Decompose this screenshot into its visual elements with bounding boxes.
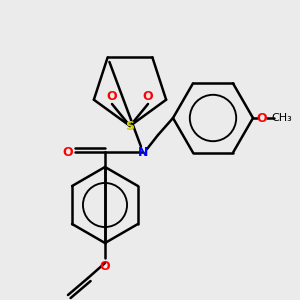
Text: S: S — [125, 119, 134, 133]
Text: O: O — [257, 112, 267, 124]
Text: N: N — [138, 146, 148, 158]
Text: O: O — [143, 91, 153, 103]
Text: CH₃: CH₃ — [272, 113, 292, 123]
Text: O: O — [63, 146, 73, 158]
Text: O: O — [107, 91, 117, 103]
Text: O: O — [100, 260, 110, 272]
